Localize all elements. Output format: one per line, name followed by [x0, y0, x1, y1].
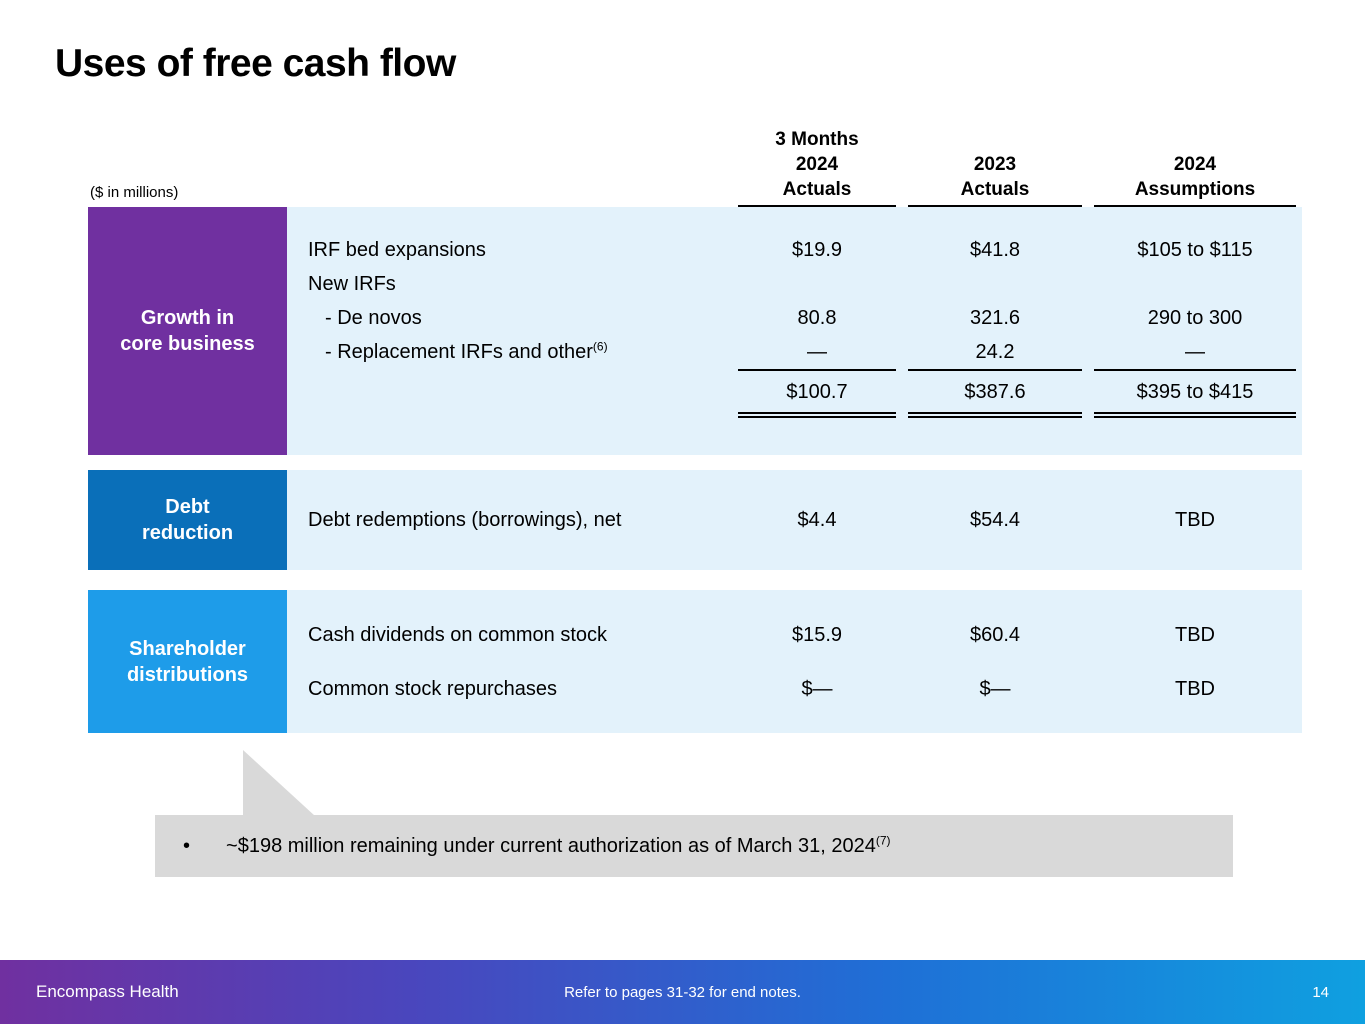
cell-value: 290 to 300	[1147, 307, 1243, 329]
cell-value: $15.9	[791, 623, 843, 646]
cell-value: $105 to $115	[1137, 239, 1253, 261]
callout-pointer	[243, 750, 315, 816]
table-row-cash-dividends: Cash dividends on common stock $15.9 $60…	[287, 618, 1302, 652]
section-growth-body: IRF bed expansions $19.9 $41.8 $105 to $…	[287, 207, 1302, 455]
callout-text: ~$198 million remaining under current au…	[226, 832, 891, 858]
section-growth-header: Growth in core business	[88, 207, 287, 455]
double-rule	[908, 412, 1082, 418]
table-row-replacement-irfs: - Replacement IRFs and other(6) — 24.2 —	[287, 335, 1302, 371]
row-label: - Replacement IRFs and other(6)	[287, 335, 732, 371]
cell-value: $4.4	[797, 509, 837, 531]
cell-value: $41.8	[969, 239, 1021, 261]
table-row-new-irfs: New IRFs	[287, 267, 1302, 301]
section-debt-reduction: Debt reduction Debt redemptions (borrowi…	[88, 470, 1302, 570]
footnote-ref-6: (6)	[592, 339, 608, 354]
cell-value: TBD	[1175, 677, 1215, 700]
cell-value: 24.2	[908, 335, 1082, 371]
cell-value: TBD	[1175, 509, 1215, 531]
row-label: Cash dividends on common stock	[308, 623, 608, 646]
double-rule	[738, 412, 896, 418]
page-number: 14	[1312, 983, 1329, 1001]
cell-value: TBD	[1175, 623, 1215, 646]
section-growth-in-core-business: Growth in core business IRF bed expansio…	[88, 207, 1302, 455]
column-header-3m-2024-actuals: 3 Months 2024 Actuals	[738, 127, 896, 207]
section-debt-header: Debt reduction	[88, 470, 287, 570]
footer-note: Refer to pages 31-32 for end notes.	[564, 983, 801, 1001]
section-debt-body: Debt redemptions (borrowings), net $4.4 …	[287, 470, 1302, 570]
cell-value	[1094, 267, 1296, 301]
cell-value: 321.6	[969, 307, 1021, 329]
cell-value	[738, 267, 896, 301]
column-header-2024-assumptions: 2024 Assumptions	[1094, 152, 1296, 207]
rule-spacer	[287, 412, 732, 418]
bullet-icon: •	[183, 834, 191, 857]
column-header-2023-actuals: 2023 Actuals	[908, 152, 1082, 207]
row-label: IRF bed expansions	[308, 239, 486, 261]
table-row-growth-total: $100.7 $387.6 $395 to $415	[287, 375, 1302, 409]
cell-value: $—	[801, 677, 833, 700]
units-note: ($ in millions)	[90, 184, 179, 201]
footer-bar: Encompass Health Refer to pages 31-32 fo…	[0, 960, 1365, 1024]
row-label-text: - Replacement IRFs and other	[325, 341, 593, 363]
cell-value: $—	[979, 677, 1011, 700]
cash-flow-table: ($ in millions) 3 Months 2024 Actuals 20…	[88, 116, 1302, 733]
cell-value: $19.9	[791, 239, 843, 261]
table-row-stock-repurchases: Common stock repurchases $— $— TBD	[287, 672, 1302, 706]
section-shareholder-distributions: Shareholder distributions Cash dividends…	[88, 590, 1302, 733]
double-rule	[1094, 412, 1296, 418]
cell-value: —	[1094, 335, 1296, 371]
cell-value: $100.7	[786, 381, 848, 403]
page-title: Uses of free cash flow	[55, 42, 456, 85]
section-shareholder-body: Cash dividends on common stock $15.9 $60…	[287, 590, 1302, 733]
table-row-de-novos: - De novos 80.8 321.6 290 to 300	[287, 301, 1302, 335]
cell-value: 80.8	[797, 307, 837, 329]
callout-box: • ~$198 million remaining under current …	[155, 815, 1233, 877]
total-double-rule-row	[287, 412, 1302, 418]
callout-text-body: ~$198 million remaining under current au…	[226, 834, 876, 857]
table-header-row: ($ in millions) 3 Months 2024 Actuals 20…	[88, 116, 1302, 207]
cell-value	[908, 267, 1082, 301]
cell-value: $54.4	[969, 509, 1021, 531]
row-label: Debt redemptions (borrowings), net	[308, 509, 622, 531]
cell-value: —	[738, 335, 896, 371]
cell-value: $395 to $415	[1136, 381, 1254, 403]
footer-brand: Encompass Health	[36, 982, 179, 1001]
cell-value: $60.4	[969, 623, 1021, 646]
row-label: New IRFs	[308, 273, 396, 295]
footnote-ref-7: (7)	[875, 832, 891, 847]
row-label: Common stock repurchases	[308, 677, 557, 700]
row-label: - De novos	[325, 307, 422, 329]
cell-value: $387.6	[964, 381, 1026, 403]
row-label	[287, 375, 732, 409]
table-row-debt-redemptions: Debt redemptions (borrowings), net $4.4 …	[287, 503, 1302, 537]
section-shareholder-header: Shareholder distributions	[88, 590, 287, 733]
table-row-irf-bed-expansions: IRF bed expansions $19.9 $41.8 $105 to $…	[287, 233, 1302, 267]
